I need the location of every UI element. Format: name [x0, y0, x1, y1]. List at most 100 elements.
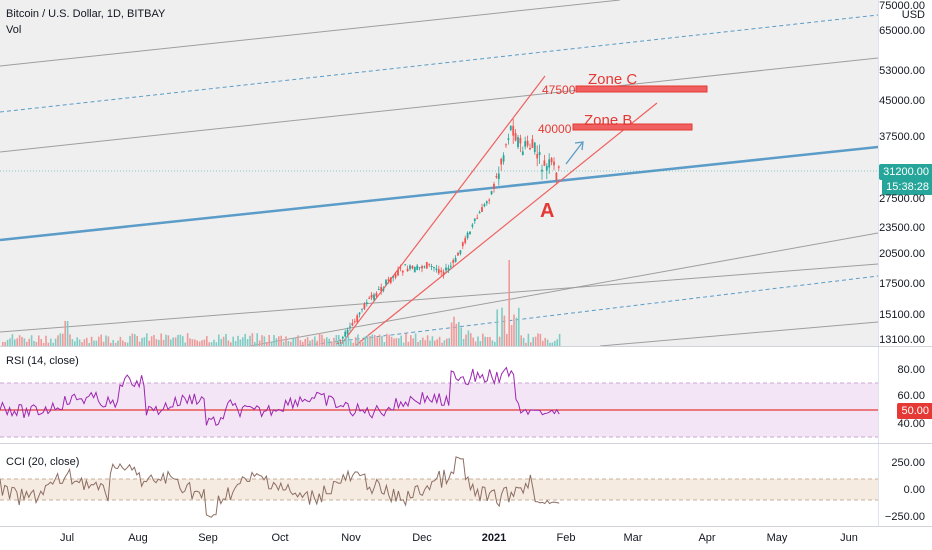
volume-bar [417, 342, 419, 346]
volume-bar [35, 341, 38, 346]
rsi-axis[interactable]: 80.00 60.00 50.00 40.00 [878, 347, 932, 443]
volume-bar [503, 315, 506, 346]
candle-body [344, 331, 347, 337]
volume-bar [4, 341, 6, 346]
volume-bar [227, 340, 230, 346]
volume-bar [198, 341, 201, 346]
volume-bar [374, 335, 376, 346]
rsi-pane[interactable]: RSI (14, close) [0, 347, 878, 443]
time-label: Dec [412, 532, 432, 544]
volume-bar [518, 307, 520, 346]
zone-c-box [575, 85, 708, 93]
rsi-svg[interactable] [0, 347, 878, 443]
volume-bar [275, 338, 278, 346]
volume-bar [352, 342, 354, 346]
pane-separator[interactable] [0, 346, 932, 347]
volume-bar [297, 335, 299, 346]
price-axis[interactable]: 75000.00 USD 65000.00 53000.00 45000.00 … [878, 0, 932, 346]
zone-b-label: Zone B [584, 112, 633, 129]
volume-bar [294, 337, 297, 346]
volume-bar [405, 333, 407, 346]
volume-bar [119, 336, 122, 346]
candle-body [447, 267, 450, 270]
candle-body [497, 173, 500, 179]
volume-bar [513, 314, 515, 346]
candle-body [382, 289, 385, 291]
candle-body [553, 161, 555, 166]
point-a-label: A [540, 200, 555, 222]
volume-bar [222, 336, 225, 346]
cci-svg[interactable] [0, 444, 878, 526]
volume-bar [532, 337, 534, 346]
volume-bar [359, 340, 362, 346]
candle-body [449, 265, 452, 267]
chart-background [0, 0, 878, 346]
volume-bar [316, 340, 318, 346]
cci-axis[interactable]: 250.00 0.00 −250.00 [878, 444, 932, 526]
volume-bar [54, 338, 57, 346]
volume-bar [155, 339, 158, 346]
volume-bar [546, 339, 549, 346]
volume-bar [520, 335, 522, 346]
volume-bar [474, 341, 477, 346]
candle-body [476, 217, 479, 219]
cci-pane[interactable]: CCI (20, close) [0, 444, 878, 526]
volume-bar [105, 335, 107, 346]
price-chart-svg[interactable] [0, 0, 878, 346]
time-label: Nov [341, 532, 361, 544]
cci-tick: 0.00 [903, 484, 925, 496]
volume-bar [88, 342, 90, 346]
cci-title: CCI (20, close) [6, 456, 80, 468]
volume-bar [381, 335, 383, 346]
volume-bar [69, 334, 71, 346]
volume-bar [424, 340, 426, 346]
candle-body [531, 139, 534, 148]
main-chart-pane[interactable]: Bitcoin / U.S. Dollar, 1D, BITBAY Vol Zo… [0, 0, 878, 346]
volume-label: Vol [6, 24, 22, 36]
candle-body [337, 342, 339, 344]
pane-separator[interactable] [0, 443, 932, 444]
volume-bar [484, 336, 486, 346]
volume-bar [378, 334, 381, 346]
volume-bar [143, 337, 146, 346]
candle-body [529, 147, 531, 150]
volume-bar [186, 333, 189, 346]
volume-bar [333, 337, 335, 346]
volume-bar [201, 340, 203, 346]
price-tick: 13100.00 [879, 334, 925, 346]
volume-bar [371, 334, 374, 346]
volume-bar [78, 339, 81, 346]
candle-body [517, 137, 519, 147]
price-tick: 75000.00 [879, 0, 925, 12]
volume-bar [124, 342, 126, 346]
candle-body [399, 267, 402, 269]
zone-b-box [572, 123, 693, 131]
volume-bar [98, 336, 100, 346]
volume-bar [515, 317, 518, 346]
volume-bar [508, 260, 510, 346]
volume-bar [340, 342, 342, 346]
candle-body [457, 253, 459, 256]
volume-bar [170, 339, 172, 346]
volume-bar [443, 340, 446, 346]
rsi-current-tag: 50.00 [897, 403, 932, 419]
volume-bar [282, 341, 285, 346]
time-label: Jul [59, 532, 75, 544]
volume-bar [537, 333, 539, 346]
volume-bar [107, 336, 110, 346]
candle-body [421, 266, 423, 269]
candle-body [387, 279, 390, 281]
candle-body [464, 238, 467, 243]
volume-bar [539, 333, 542, 346]
candle-body [485, 201, 488, 204]
candle-body [524, 141, 527, 147]
candle-body [471, 224, 474, 227]
volume-bar [270, 341, 273, 346]
candle-body [365, 302, 368, 305]
volume-bar [234, 341, 237, 346]
volume-bar [376, 337, 378, 346]
volume-bar [551, 342, 554, 346]
volume-bar [388, 334, 390, 346]
volume-bar [299, 340, 302, 346]
volume-bar [258, 340, 261, 346]
